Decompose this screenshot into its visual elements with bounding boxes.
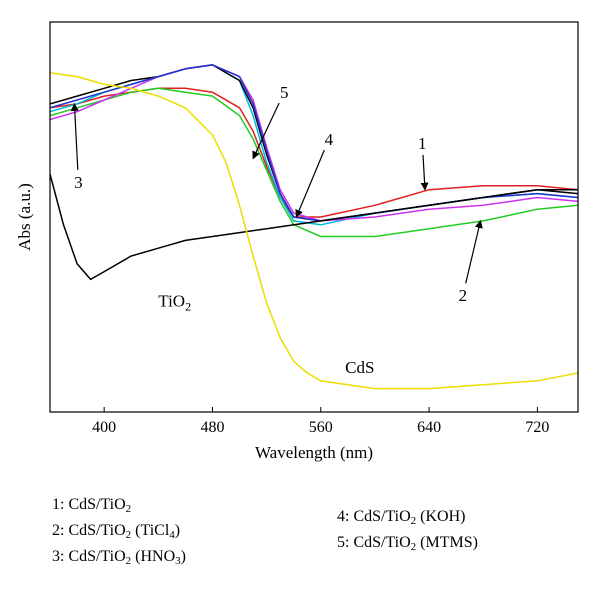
legend-item-3: 3: CdS/TiO2 (HNO3) <box>52 548 186 567</box>
legend-left: 1: CdS/TiO2 2: CdS/TiO2 (TiCl4) 3: CdS/T… <box>52 492 186 570</box>
annotation-arrow-3 <box>70 102 79 170</box>
series-line-2 <box>50 87 578 238</box>
absorbance-chart: 400 480 560 640 720 1 2 3 4 5 TiO2 CdS Wavelength … <box>15 21 579 462</box>
annotation-arrow-1 <box>420 154 429 191</box>
x-tick-label: 560 <box>309 419 333 436</box>
series-layer <box>50 64 578 390</box>
legend-item-4: 4: CdS/TiO2 (KOH) <box>337 508 466 527</box>
annotation-arrow-4 <box>295 149 325 218</box>
legend-item-1: 1: CdS/TiO2 <box>52 496 132 515</box>
series-line-1 <box>50 87 578 218</box>
curve-label-cds: CdS <box>345 358 374 377</box>
plot-frame <box>49 21 579 413</box>
x-tick-label: 400 <box>92 419 116 436</box>
x-tick-label: 480 <box>200 419 224 436</box>
annotation-arrow-2 <box>465 219 483 284</box>
series-line-tio2 <box>50 173 578 281</box>
x-tick-layer: 400 480 560 640 720 <box>92 407 549 436</box>
legend-right: 4: CdS/TiO2 (KOH) 5: CdS/TiO2 (MTMS) <box>337 504 478 556</box>
annotation-layer: 1 2 3 4 5 TiO2 CdS <box>70 83 483 377</box>
series-line-cds <box>50 71 578 390</box>
annotation-label-5: 5 <box>280 83 289 102</box>
curve-label-tio2: TiO2 <box>158 292 191 314</box>
legend-item-5: 5: CdS/TiO2 (MTMS) <box>337 534 478 553</box>
x-tick-label: 720 <box>525 419 549 436</box>
annotation-label-2: 2 <box>459 286 468 305</box>
legend-item-2: 2: CdS/TiO2 (TiCl4) <box>52 522 181 541</box>
series-line-5 <box>50 64 578 222</box>
x-tick-label: 640 <box>417 419 441 436</box>
annotation-label-3: 3 <box>74 173 83 192</box>
y-axis-label: Abs (a.u.) <box>15 183 34 251</box>
annotation-arrow-5 <box>252 102 280 160</box>
annotation-label-1: 1 <box>418 134 427 153</box>
annotation-label-4: 4 <box>325 130 334 149</box>
x-axis-label: Wavelength (nm) <box>255 443 373 462</box>
